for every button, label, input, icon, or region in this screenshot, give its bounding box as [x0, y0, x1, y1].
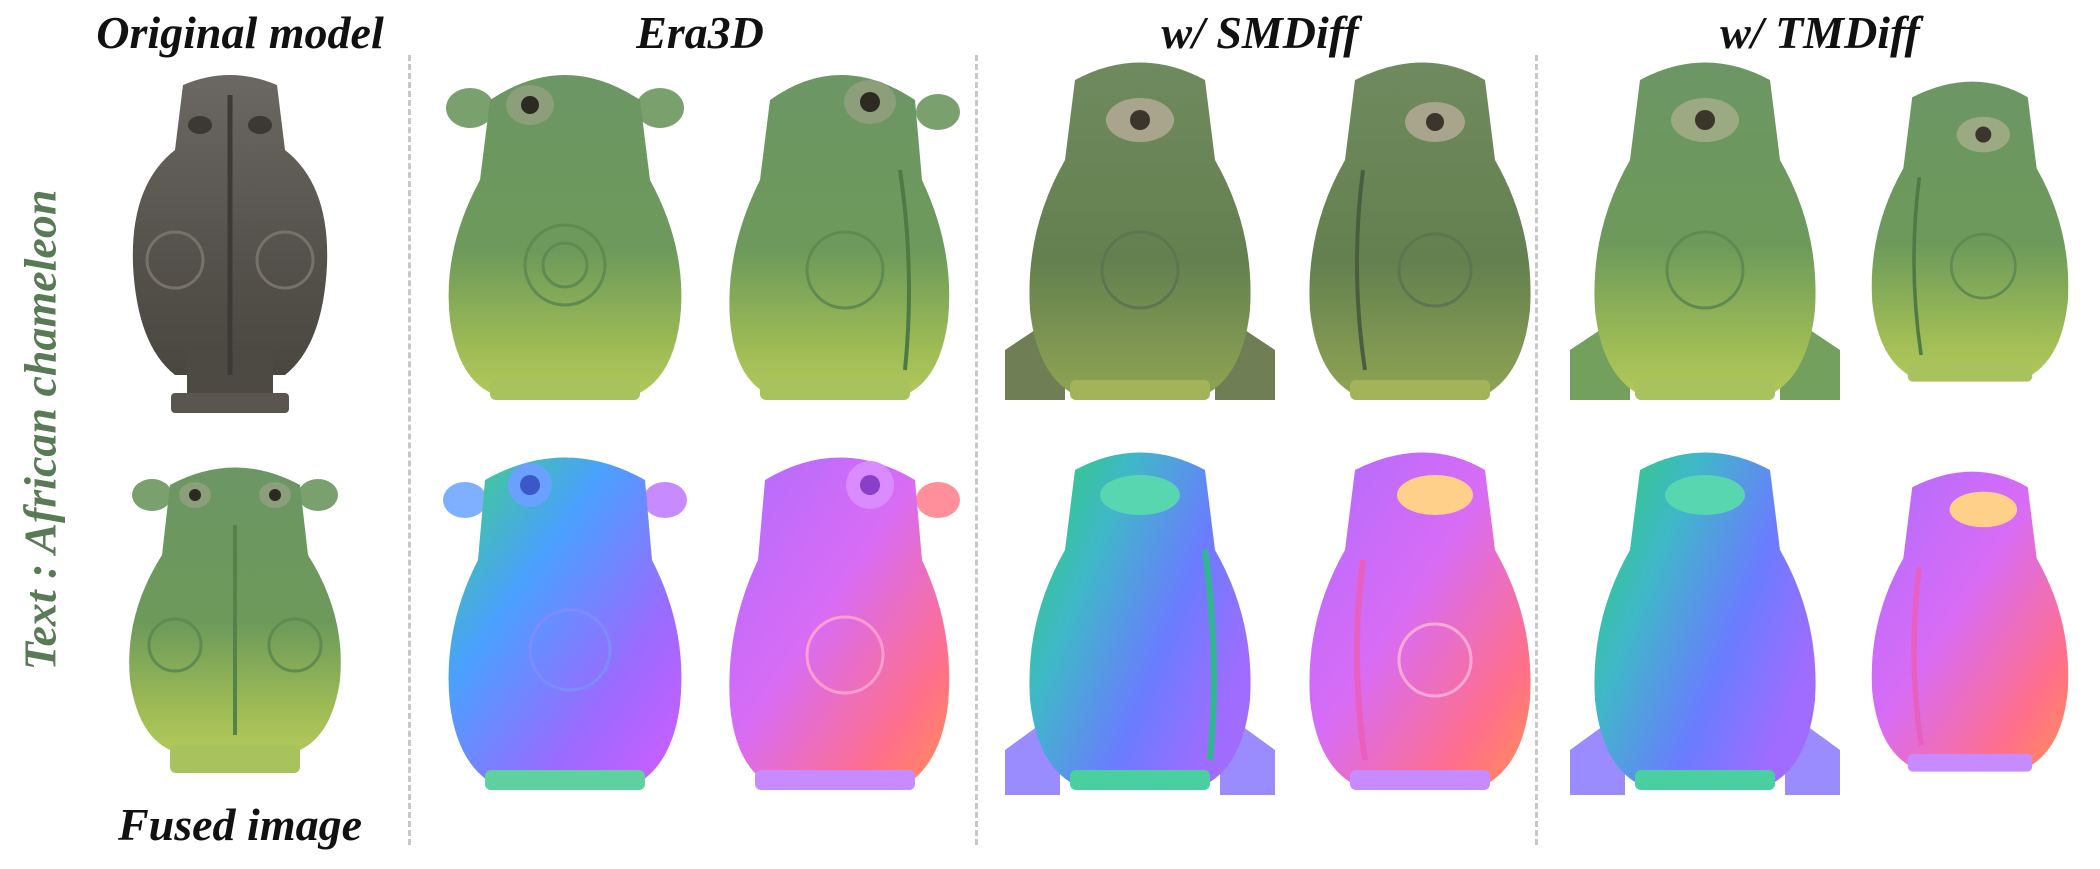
divider-3: [1535, 55, 1538, 845]
image-smdiff-side: [1285, 50, 1555, 420]
image-era3d-normal-side: [700, 440, 970, 810]
image-tmdiff-side: [1850, 50, 2090, 420]
header-era3d: Era3D: [636, 7, 764, 58]
divider-1: [408, 55, 411, 845]
divider-2: [975, 55, 978, 845]
header-tmdiff: w/ TMDiff: [1720, 7, 1920, 58]
image-era3d-front: [430, 50, 700, 420]
image-era3d-normal-front: [430, 440, 700, 810]
image-smdiff-normal-side: [1285, 440, 1555, 810]
image-tmdiff-front: [1570, 50, 1840, 420]
footer-fused-image: Fused image: [117, 799, 363, 850]
image-smdiff-normal-front: [1005, 440, 1275, 810]
header-original-model: Original model: [96, 7, 384, 58]
image-original-bronze-model: [105, 55, 355, 425]
side-label-text: Text : African chameleon: [14, 189, 66, 671]
image-smdiff-front: [1005, 50, 1275, 420]
header-smdiff: w/ SMDiff: [1161, 7, 1359, 58]
image-fused-chameleon: [110, 455, 360, 785]
image-era3d-side: [700, 50, 970, 420]
side-label: Text : African chameleon: [0, 0, 80, 869]
image-tmdiff-normal-front: [1570, 440, 1840, 810]
image-tmdiff-normal-side: [1850, 440, 2090, 810]
